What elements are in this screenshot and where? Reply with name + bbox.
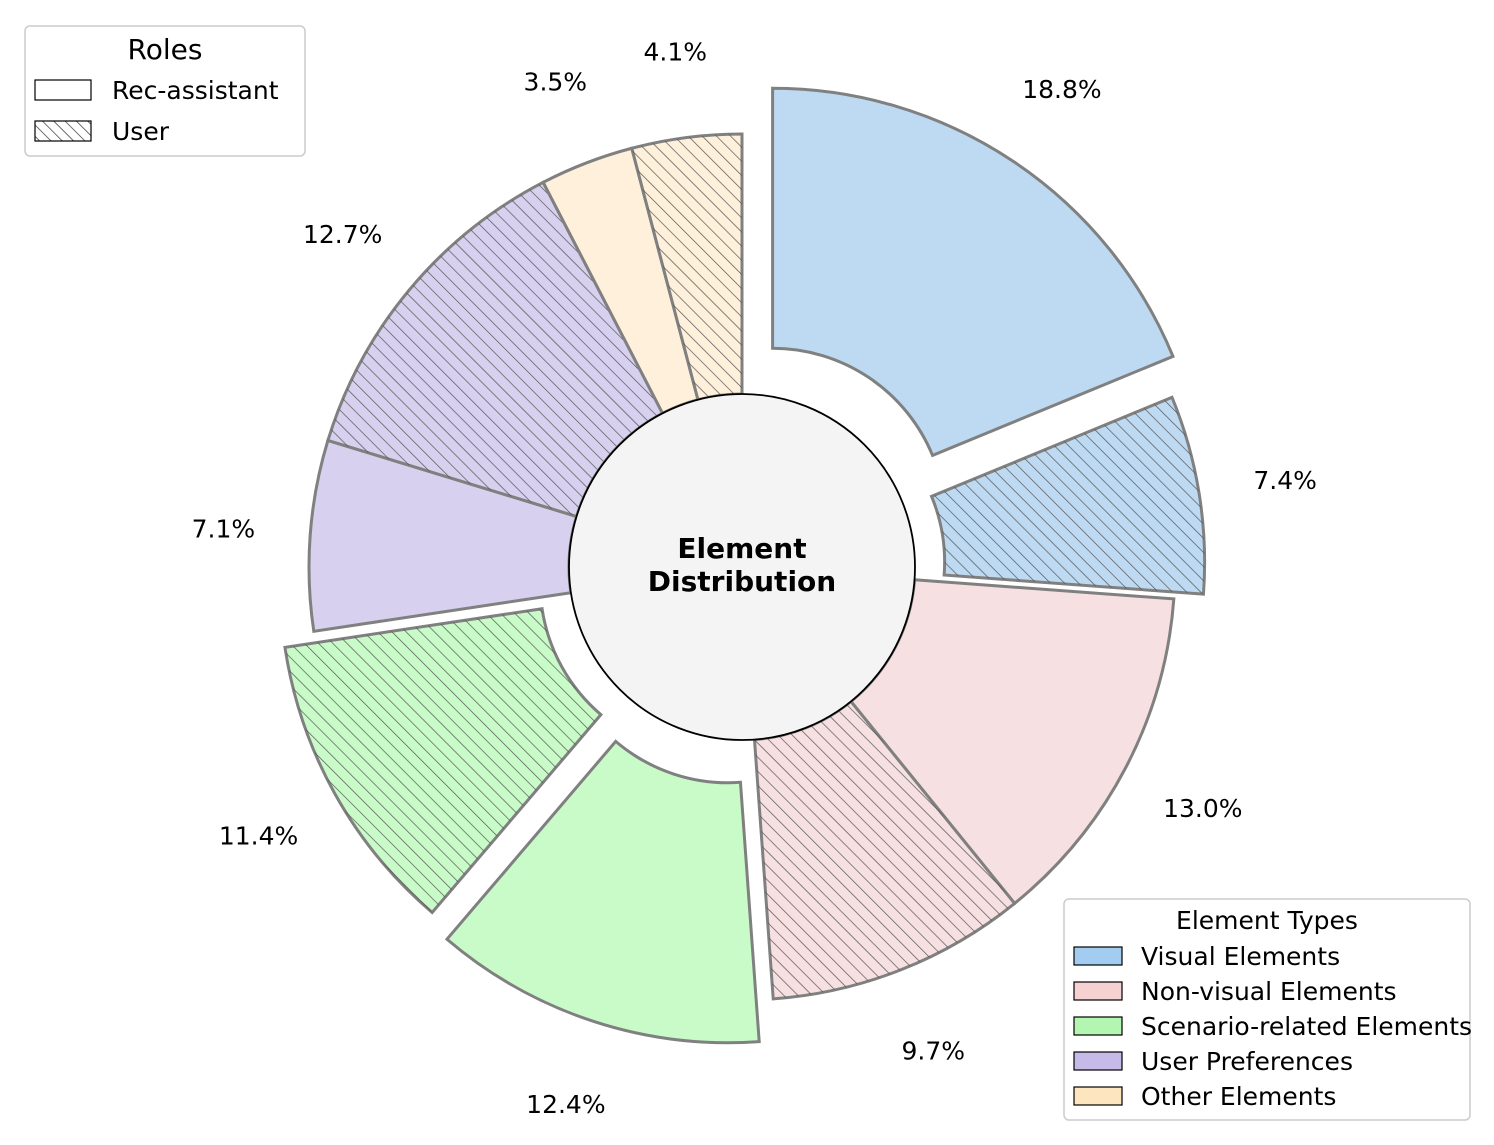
center-title-line2: Distribution [648, 565, 836, 598]
slice-scenario-related-elements-rec-assistant [444, 739, 761, 1045]
roles-legend: Roles Rec-assistant User [24, 25, 306, 157]
legend-label-user: User [112, 117, 170, 146]
types-legend-frame [1063, 898, 1471, 1121]
types-legend-title: Element Types [1176, 906, 1358, 935]
label-other-elements-user: 4.1% [644, 37, 708, 66]
center-circle [568, 393, 916, 741]
legend-label-rec-assistant: Rec-assistant [112, 76, 279, 105]
center-title-line1: Element [677, 532, 806, 565]
slice-hatch-user-preferences-user [327, 182, 663, 517]
legend-swatch-rec-assistant [34, 79, 92, 101]
label-scenario-related-elements-user: 11.4% [219, 821, 298, 850]
legend-swatch-non-visual-elements [1073, 981, 1123, 1001]
legend-label-scenario-related-elements: Scenario-related Elements [1141, 1012, 1472, 1041]
roles-legend-frame [24, 25, 306, 157]
legend-swatch-scenario-related-elements [1073, 1016, 1123, 1036]
pie-slices [283, 86, 1207, 1045]
label-visual-elements-user: 7.4% [1253, 466, 1317, 495]
legend-swatch-user-preferences [1073, 1051, 1123, 1071]
label-non-visual-elements-rec-assistant: 13.0% [1163, 794, 1242, 823]
label-non-visual-elements-user: 9.7% [901, 1037, 965, 1066]
slice-hatch-non-visual-elements-user [754, 701, 1015, 999]
legend-swatch-visual-elements [1073, 946, 1123, 966]
slice-hatch-other-elements-user [631, 134, 742, 400]
label-other-elements-rec-assistant: 3.5% [524, 68, 588, 97]
pie-labels: 18.8% 7.4% 13.0% 9.7% 12.4% 11.4% 7.1% 12.7% 3.5… [192, 37, 1317, 1119]
label-user-preferences-user: 12.7% [303, 220, 382, 249]
slice-hatch-scenario-related-elements-user [284, 608, 601, 913]
types-legend: Element Types Visual Elements Non-visual … [1063, 898, 1472, 1121]
legend-swatch-other-elements [1073, 1086, 1123, 1106]
slice-hatch-visual-elements-user [931, 397, 1205, 595]
legend-label-user-preferences: User Preferences [1141, 1047, 1353, 1076]
legend-label-non-visual-elements: Non-visual Elements [1141, 977, 1397, 1006]
legend-label-visual-elements: Visual Elements [1141, 942, 1340, 971]
legend-label-other-elements: Other Elements [1141, 1082, 1336, 1111]
label-visual-elements-rec-assistant: 18.8% [1022, 75, 1101, 104]
label-user-preferences-rec-assistant: 7.1% [192, 515, 256, 544]
slice-visual-elements-rec-assistant [771, 86, 1175, 458]
legend-swatch-user [34, 120, 92, 142]
roles-legend-title: Roles [128, 33, 203, 66]
label-scenario-related-elements-rec-assistant: 12.4% [526, 1090, 605, 1119]
